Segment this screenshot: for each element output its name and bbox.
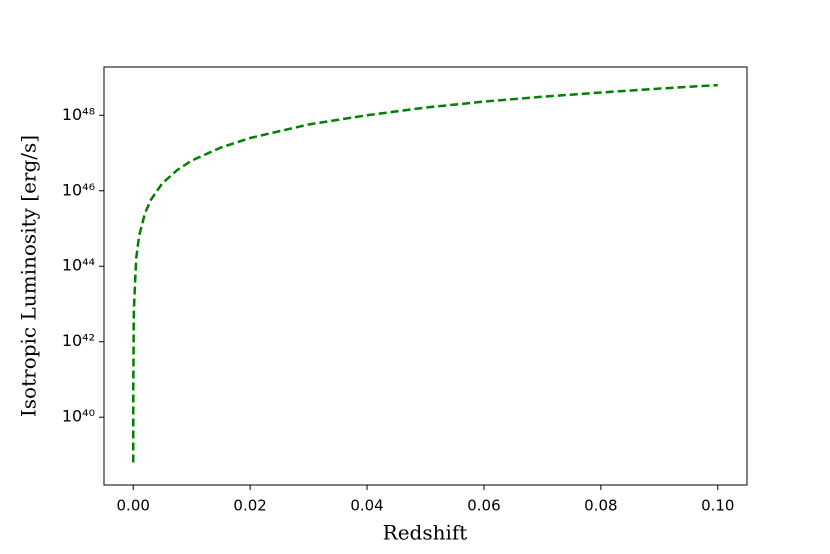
x-tick-label: 0.02 [233, 497, 266, 515]
x-tick-label: 0.04 [350, 497, 383, 515]
x-axis-label: Redshift [383, 521, 468, 545]
y-tick-label: 10⁴⁸ [62, 105, 95, 124]
x-tick-label: 0.10 [701, 497, 734, 515]
axes-frame [103, 66, 748, 486]
y-tick-label: 10⁴⁰ [62, 407, 95, 426]
x-tick-label: 0.06 [467, 497, 500, 515]
y-tick-label: 10⁴⁶ [62, 180, 95, 199]
data-line [131, 83, 718, 463]
x-tick-label: 0.08 [584, 497, 617, 515]
y-tick-label: 10⁴² [62, 331, 95, 350]
y-tick-label: 10⁴⁴ [62, 256, 95, 275]
x-tick-label: 0.00 [117, 497, 150, 515]
y-axis-label: Isotropic Luminosity [erg/s] [17, 135, 41, 417]
